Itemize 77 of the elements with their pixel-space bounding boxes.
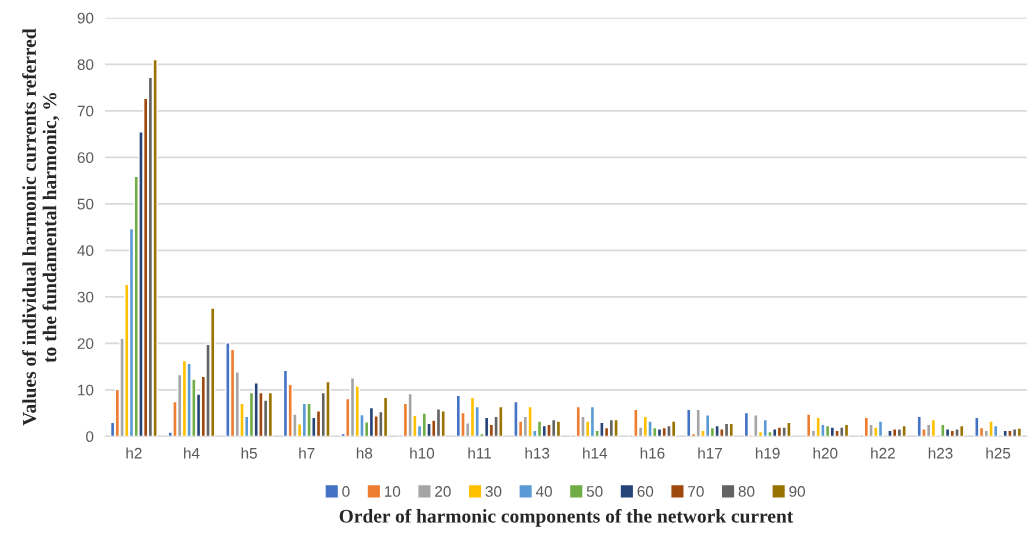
bar	[686, 408, 692, 437]
x-tick-label: h5	[241, 447, 257, 459]
bar	[944, 428, 951, 437]
y-tick-label: 90	[77, 12, 94, 24]
bar	[930, 418, 937, 437]
x-tick-label: h10	[410, 447, 435, 459]
y-tick-label: 30	[77, 291, 94, 303]
bar	[382, 396, 389, 437]
x-tick-label: h20	[813, 447, 838, 459]
bar	[536, 420, 543, 437]
bar	[152, 58, 158, 437]
bar	[901, 424, 907, 437]
bar	[440, 410, 446, 437]
bar	[513, 400, 519, 437]
bar	[435, 408, 442, 437]
x-tick-label: h23	[928, 447, 953, 459]
y-tick-label: 80	[77, 59, 94, 71]
y-tick-label: 10	[78, 384, 94, 396]
x-tick-label: h17	[698, 447, 722, 459]
legend-label: 60	[637, 486, 654, 497]
bar	[723, 422, 730, 437]
bar	[954, 428, 960, 437]
bar	[1016, 427, 1023, 437]
bar	[877, 420, 884, 437]
legend-label: 20	[435, 486, 451, 497]
legend-label: 40	[535, 486, 552, 497]
bar	[527, 405, 533, 437]
bar	[728, 422, 734, 437]
x-tick-label: h4	[184, 447, 200, 459]
x-tick-label: h19	[755, 447, 780, 459]
y-tick-label: 40	[77, 245, 94, 257]
y-tick-label: 0	[86, 431, 94, 443]
y-tick-label: 20	[77, 338, 94, 350]
bar	[546, 423, 552, 437]
legend-label: 90	[789, 486, 805, 497]
x-tick-label: h13	[525, 447, 550, 459]
legend-label: 80	[738, 486, 755, 497]
legend-label: 70	[688, 486, 704, 497]
bar	[891, 428, 898, 437]
bar	[656, 428, 663, 437]
x-tick-label: h14	[583, 447, 608, 459]
x-tick-label: h16	[640, 447, 665, 459]
bar	[925, 423, 932, 437]
bar	[974, 416, 980, 437]
bar	[613, 418, 619, 437]
x-tick-label: h11	[468, 447, 491, 459]
bar	[666, 424, 672, 437]
x-tick-label: h8	[356, 447, 373, 459]
bar	[824, 424, 831, 437]
bar	[647, 420, 653, 437]
bar	[325, 380, 331, 437]
bar	[225, 342, 231, 437]
x-tick-label: h25	[986, 447, 1011, 459]
bar	[267, 391, 274, 437]
bar	[483, 416, 490, 437]
legend-label: 30	[485, 486, 502, 497]
x-tick-label: h2	[126, 447, 142, 459]
bar	[555, 420, 562, 437]
y-tick-label: 50	[77, 198, 94, 210]
bar	[743, 411, 750, 437]
legend-label: 0	[342, 486, 350, 497]
legend-label: 50	[586, 486, 603, 497]
y-tick-label: 70	[77, 105, 94, 117]
bar	[349, 377, 356, 437]
bar	[843, 423, 850, 437]
bar	[306, 402, 312, 437]
y-axis-title: Values of individual harmonic currents referred to the fundamental harmonic, %	[22, 28, 60, 426]
bar	[1011, 428, 1018, 437]
bar	[714, 424, 720, 437]
legend-label: 10	[384, 486, 401, 497]
bar	[704, 414, 711, 437]
y-tick-label: 60	[77, 152, 94, 164]
bar	[670, 420, 677, 437]
x-axis-title: Order of harmonic components of the network current	[339, 508, 794, 527]
bar	[988, 420, 994, 437]
x-tick-label: h7	[299, 447, 315, 459]
x-tick-label: h22	[871, 447, 895, 459]
